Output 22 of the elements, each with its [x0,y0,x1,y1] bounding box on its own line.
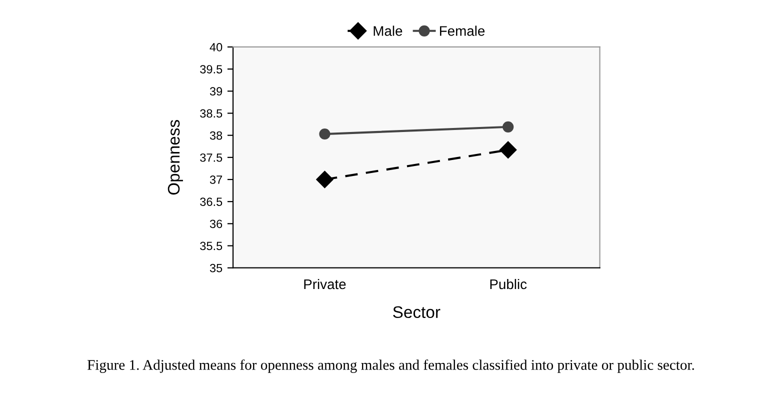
legend-label: Female [440,26,485,36]
x-tick-label: Public [490,278,527,290]
y-tick-label: 39 [210,87,222,96]
y-tick-label: 35.5 [200,242,222,250]
y-tick-label: 35 [210,264,222,272]
y-tick-label: 40 [210,43,222,52]
y-axis-title: Openness [168,120,183,195]
point [316,170,334,188]
caption: Figure 1. Adjusted means for openness among males and females classified into private or public sector. [87,359,694,373]
x-axis-title: Sector [393,306,440,318]
y-tick-label: 37.5 [200,153,222,162]
point [500,141,517,158]
y-tick-label: 37 [210,176,222,184]
point [319,128,330,140]
x-tick-label: Private [304,278,346,290]
legend-label: Male [374,26,402,36]
y-tick-label: 39.5 [200,65,222,74]
y-tick-label: 38.5 [200,109,222,118]
y-tick-label: 38 [210,131,222,140]
y-tick-label: 36.5 [200,198,222,206]
point [502,121,514,132]
y-tick-label: 36 [210,220,222,228]
